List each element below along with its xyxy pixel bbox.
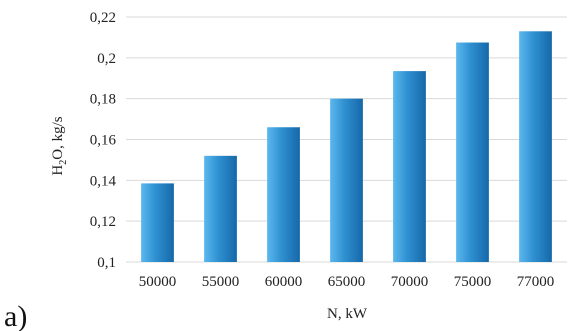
bar-60000 bbox=[267, 127, 300, 262]
bar-65000 bbox=[330, 98, 363, 263]
bar-77000 bbox=[519, 31, 552, 262]
bar-55000 bbox=[204, 155, 237, 262]
x-tick-label: 55000 bbox=[202, 274, 240, 290]
x-tick-labels: 50000 55000 60000 65000 70000 75000 77000 bbox=[139, 274, 555, 290]
x-tick-label: 70000 bbox=[391, 274, 429, 290]
x-tick-label: 60000 bbox=[265, 274, 303, 290]
y-tick-label: 0,22 bbox=[90, 10, 116, 26]
y-tick-label: 0,18 bbox=[90, 92, 116, 108]
y-tick-label: 0,16 bbox=[90, 133, 117, 149]
y-axis-title: H2O, kg/s bbox=[50, 116, 69, 175]
bars bbox=[141, 31, 552, 263]
panel-label: a) bbox=[4, 300, 27, 331]
y-tick-label: 0,1 bbox=[97, 255, 116, 271]
x-tick-label: 75000 bbox=[454, 274, 492, 290]
x-tick-label: 65000 bbox=[328, 274, 366, 290]
x-axis-title: N, kW bbox=[327, 306, 368, 322]
x-tick-label: 77000 bbox=[517, 274, 555, 290]
bar-70000 bbox=[393, 71, 426, 263]
y-tick-labels: 0,1 0,12 0,14 0,16 0,18 0,2 0,22 bbox=[90, 10, 117, 271]
y-axis-title-post: O, kg/s bbox=[50, 116, 66, 160]
bar-50000 bbox=[141, 183, 174, 262]
y-axis-title-sub: 2 bbox=[58, 160, 69, 165]
bar-75000 bbox=[456, 42, 489, 263]
y-axis-title-pre: H bbox=[50, 165, 66, 176]
y-tick-label: 0,12 bbox=[90, 214, 116, 230]
x-tick-label: 50000 bbox=[139, 274, 177, 290]
y-tick-label: 0,14 bbox=[90, 173, 117, 189]
y-tick-label: 0,2 bbox=[97, 51, 116, 67]
